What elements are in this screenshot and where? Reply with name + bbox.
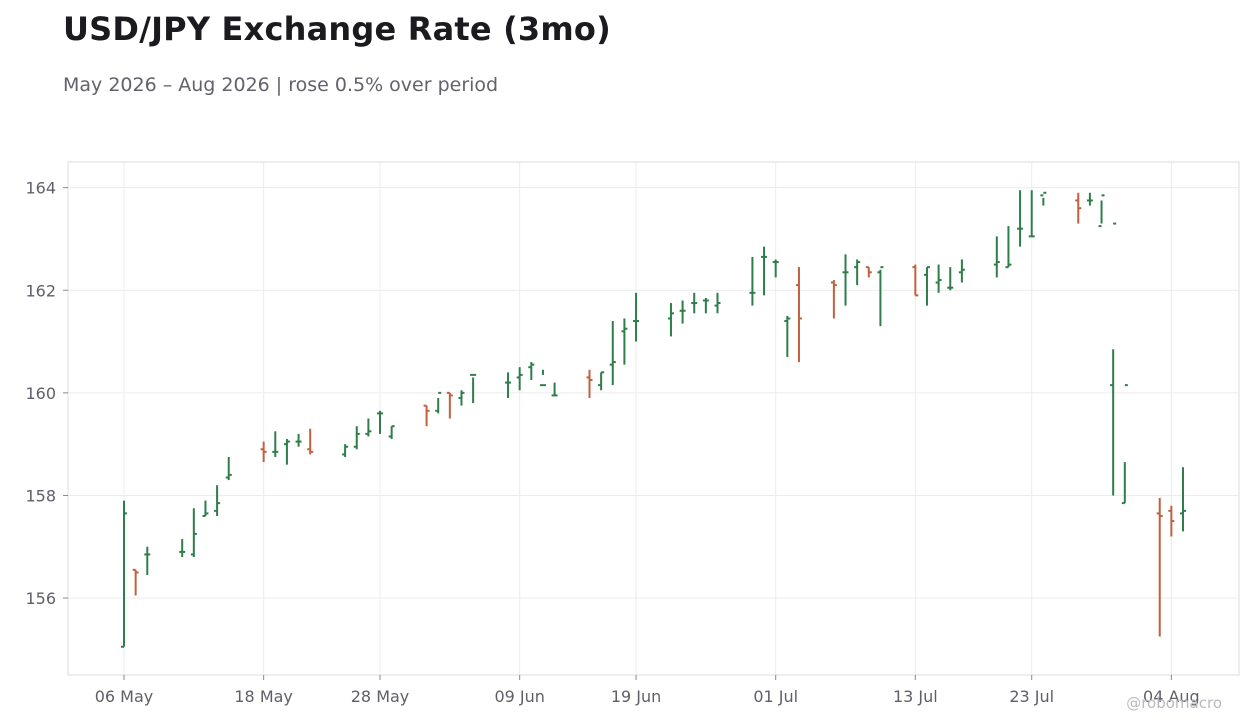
chart-subtitle: May 2026 – Aug 2026 | rose 0.5% over per… xyxy=(63,74,499,96)
ohlc-bars xyxy=(121,190,1186,648)
y-tick-label: 160 xyxy=(25,384,56,403)
ohlc-bar xyxy=(1005,226,1012,269)
ohlc-bar xyxy=(586,369,593,398)
ohlc-bar xyxy=(505,372,512,398)
ohlc-bar xyxy=(260,441,267,463)
x-tick-label: 18 May xyxy=(234,687,293,706)
ohlc-bar xyxy=(435,391,442,414)
x-tick-label: 09 Jun xyxy=(494,687,544,706)
ohlc-bar xyxy=(749,256,756,306)
y-tick-label: 162 xyxy=(25,281,56,300)
ohlc-bar xyxy=(342,444,349,457)
ohlc-bar xyxy=(283,439,290,465)
ohlc-bar xyxy=(225,456,232,481)
plot-frame xyxy=(67,161,1240,676)
ohlc-bar xyxy=(516,367,523,391)
x-tick-label: 06 May xyxy=(95,687,154,706)
watermark: @robomacro xyxy=(1126,694,1222,712)
ohlc-bar xyxy=(353,426,360,450)
y-axis-ticks: 156 158 160 162 164 xyxy=(25,179,68,608)
ohlc-bar xyxy=(854,259,861,286)
ohlc-bar xyxy=(132,568,139,596)
ohlc-bar xyxy=(1086,192,1093,206)
ohlc-bar xyxy=(214,485,221,516)
ohlc-bar xyxy=(144,546,151,575)
x-tick-label: 23 Jul xyxy=(1009,687,1054,706)
ohlc-bar xyxy=(609,321,616,386)
ohlc-bar xyxy=(621,318,628,365)
ohlc-bar xyxy=(691,292,698,314)
ohlc-bar xyxy=(539,369,546,387)
ohlc-bar xyxy=(1168,505,1175,537)
ohlc-bar xyxy=(679,300,686,324)
ohlc-bar xyxy=(1156,498,1163,637)
ohlc-bar xyxy=(1098,194,1105,228)
ohlc-bar xyxy=(877,266,884,327)
ohlc-bar xyxy=(528,362,535,381)
ohlc-bar xyxy=(947,267,954,291)
ohlc-bar xyxy=(667,303,674,337)
ohlc-bar xyxy=(470,373,477,404)
ohlc-bar xyxy=(272,431,279,457)
ohlc-bar xyxy=(958,259,965,283)
x-tick-label: 04 Aug xyxy=(1143,687,1200,706)
ohlc-bar xyxy=(1075,192,1082,224)
ohlc-bar xyxy=(202,500,209,517)
x-tick-label: 01 Jul xyxy=(753,687,798,706)
ohlc-bar xyxy=(446,391,453,419)
ohlc-bar xyxy=(1017,190,1024,247)
ohlc-bar xyxy=(121,500,127,648)
ohlc-bar xyxy=(551,382,558,397)
x-tick-label: 19 Jun xyxy=(611,687,661,706)
x-tick-label: 28 May xyxy=(351,687,410,706)
ohlc-bar xyxy=(784,315,791,357)
ohlc-bar xyxy=(1040,191,1047,206)
ohlc-bar xyxy=(842,254,849,306)
chart-title: USD/JPY Exchange Rate (3mo) xyxy=(63,10,611,48)
x-axis-ticks: 06 May 18 May 28 May 09 Jun 19 Jun 01 Jul 13 J… xyxy=(95,675,1200,706)
ohlc-bar xyxy=(865,266,872,278)
ohlc-bar xyxy=(633,292,640,342)
ohlc-bar xyxy=(761,246,768,296)
y-tick-label: 158 xyxy=(25,486,56,505)
ohlc-bar xyxy=(179,539,186,558)
ohlc-bar xyxy=(598,371,605,391)
ohlc-bar xyxy=(912,264,919,297)
ohlc-bar xyxy=(377,410,384,434)
ohlc-bar xyxy=(307,428,314,455)
grid-lines xyxy=(68,162,1239,675)
ohlc-bar xyxy=(423,404,430,427)
ohlc-bar xyxy=(365,418,372,437)
ohlc-bar xyxy=(1028,190,1035,238)
ohlc-bar xyxy=(1180,467,1186,532)
ohlc-bar xyxy=(702,297,709,314)
x-tick-label: 13 Jul xyxy=(893,687,938,706)
ohlc-bar xyxy=(830,279,837,319)
ohlc-bar xyxy=(923,266,930,306)
ohlc-bar xyxy=(993,236,1000,278)
ohlc-bar xyxy=(1110,222,1117,496)
ohlc-bar xyxy=(388,425,395,440)
ohlc-bar xyxy=(795,267,802,363)
ohlc-bar xyxy=(935,264,942,293)
ohlc-bar xyxy=(772,259,779,278)
ohlc-bar xyxy=(1121,384,1128,505)
ohlc-bar xyxy=(458,390,465,406)
y-tick-label: 164 xyxy=(25,179,56,198)
y-tick-label: 156 xyxy=(25,589,56,608)
ohlc-bar xyxy=(190,508,197,558)
ohlc-bar xyxy=(295,433,302,447)
ohlc-bar xyxy=(714,292,721,314)
